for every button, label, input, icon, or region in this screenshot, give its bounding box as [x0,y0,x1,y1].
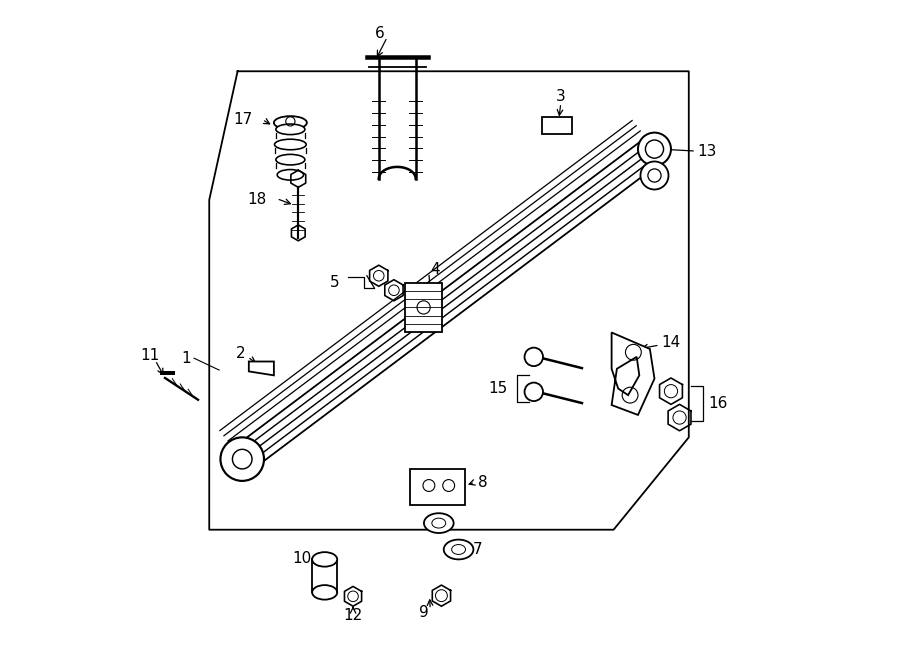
Text: 17: 17 [233,112,252,127]
Circle shape [648,169,662,182]
Ellipse shape [312,552,338,566]
Text: 15: 15 [489,381,508,396]
Text: 14: 14 [662,335,680,350]
Polygon shape [410,469,465,504]
Text: 6: 6 [375,26,385,41]
Circle shape [641,161,669,190]
Text: 10: 10 [292,551,311,566]
Text: 12: 12 [344,608,363,623]
Text: 18: 18 [248,192,266,208]
Polygon shape [612,332,654,415]
Ellipse shape [276,155,305,165]
Text: 16: 16 [708,395,727,410]
Polygon shape [248,362,274,375]
Ellipse shape [312,585,338,600]
Text: 4: 4 [430,262,440,278]
Text: 8: 8 [478,475,487,490]
Circle shape [638,133,671,166]
Text: 9: 9 [419,605,429,620]
Polygon shape [543,118,572,134]
Ellipse shape [276,124,305,135]
Text: 1: 1 [182,351,192,366]
Circle shape [525,348,543,366]
Ellipse shape [274,139,306,150]
Text: 13: 13 [698,143,716,159]
Polygon shape [406,283,442,332]
Ellipse shape [274,116,307,130]
Text: 11: 11 [140,348,159,363]
Text: 3: 3 [556,89,566,104]
Ellipse shape [424,513,454,533]
Ellipse shape [444,539,473,559]
Text: 5: 5 [330,275,340,290]
Text: 7: 7 [473,542,482,557]
Ellipse shape [277,170,303,180]
Circle shape [645,140,663,158]
Circle shape [525,383,543,401]
Text: 2: 2 [236,346,246,361]
Circle shape [220,438,264,481]
